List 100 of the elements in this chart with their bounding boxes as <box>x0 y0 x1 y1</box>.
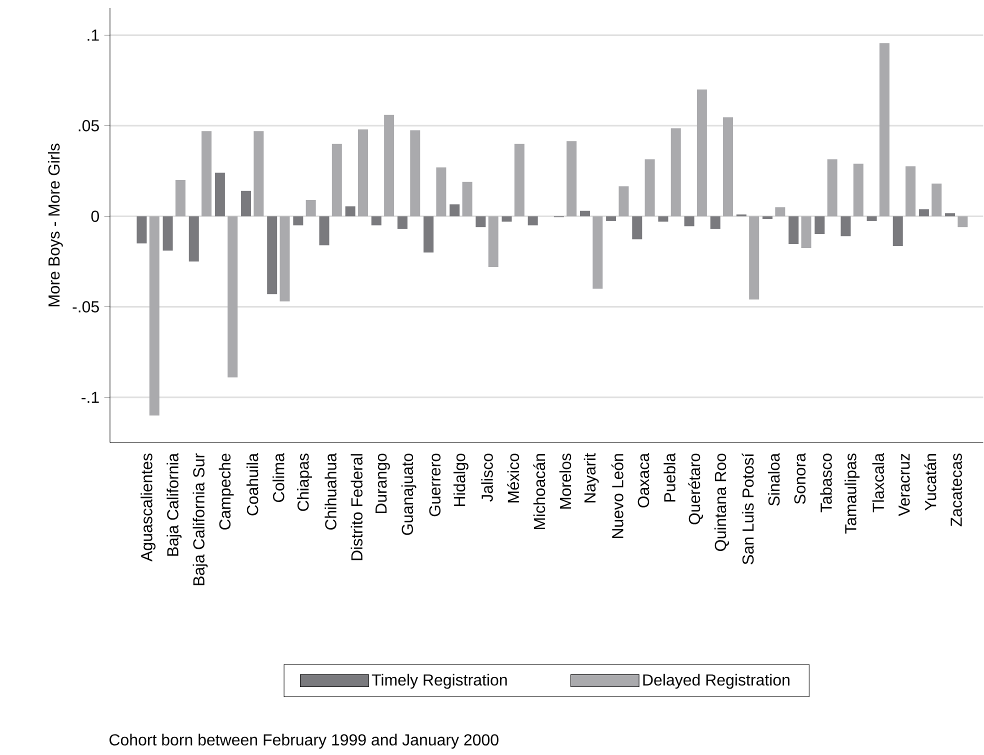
bar <box>488 216 498 268</box>
x-tick-label: Michoacán <box>533 454 546 530</box>
bar <box>136 216 147 244</box>
x-tick-label: Tlaxcala <box>872 453 884 512</box>
bar <box>228 216 238 378</box>
bar <box>606 216 616 222</box>
bar <box>827 159 838 216</box>
bar <box>502 216 512 222</box>
bar <box>384 115 394 216</box>
x-tick-label: Baja California Sur <box>192 454 208 586</box>
bar <box>945 213 956 216</box>
x-tick-label: Zacatecas <box>950 454 962 527</box>
bar <box>580 211 590 216</box>
y-tick-label: .1 <box>88 30 99 41</box>
bar <box>762 216 773 220</box>
x-tick-label: Sonora <box>794 453 806 504</box>
x-tick-label: Morelos <box>559 454 572 509</box>
bar <box>958 216 968 228</box>
bar <box>592 216 603 289</box>
y-tick-label: -.1 <box>82 392 99 404</box>
bar <box>293 216 304 226</box>
x-tick-label: Tamaulipas <box>844 454 860 534</box>
bar <box>566 141 577 216</box>
x-tick-label: Oaxaca <box>638 453 650 508</box>
bar <box>358 130 368 216</box>
bar <box>801 216 812 248</box>
bar <box>618 186 629 216</box>
bar <box>280 216 290 302</box>
bar <box>202 131 212 216</box>
x-tick-label: San Luis Potosí <box>742 453 754 565</box>
text: Cohort born between February 1999 and January 2000 <box>110 734 498 749</box>
y-tick-label: 0 <box>91 210 99 222</box>
x-tick-label: Colima <box>272 453 284 502</box>
bar <box>214 173 225 216</box>
bar <box>710 216 720 230</box>
legend-label: Delayed Registration <box>643 674 790 689</box>
x-tick-label: Guanajuato <box>401 454 416 536</box>
bar <box>788 216 799 244</box>
x-tick-label: Tabasco <box>820 454 832 512</box>
y-axis-title: More Boys - More Girls <box>48 144 63 306</box>
bar <box>162 216 173 251</box>
bar <box>371 216 382 226</box>
bar <box>723 117 734 216</box>
bar <box>932 184 942 216</box>
legend-label: Timely Registration <box>372 674 507 689</box>
bar <box>462 182 472 216</box>
x-tick-label: Nayarit <box>584 453 599 503</box>
y-tick-label: .05 <box>78 120 99 132</box>
x-tick-label: Yucatán <box>924 454 936 511</box>
bar <box>188 216 199 262</box>
bar <box>658 216 668 222</box>
bar <box>149 216 160 416</box>
bar <box>775 207 786 216</box>
x-tick-label: Coahuila <box>246 453 258 516</box>
x-tick-label: Chiapas <box>297 454 312 512</box>
bar <box>866 216 877 222</box>
bar <box>632 216 642 240</box>
bar <box>892 216 903 246</box>
x-tick-label: Hidalgo <box>454 454 468 506</box>
x-tick-label: Campeche <box>218 454 234 530</box>
x-tick-label: México <box>507 454 520 503</box>
bar <box>424 216 434 253</box>
bar <box>306 200 316 216</box>
bar <box>436 168 446 216</box>
bar <box>684 216 694 226</box>
bar <box>644 159 655 216</box>
bar <box>906 166 916 216</box>
bar <box>879 43 890 216</box>
x-tick-label: Guerrero <box>429 454 441 516</box>
bar <box>514 144 524 216</box>
x-tick-label: Jalisco <box>481 454 493 502</box>
bar <box>175 180 186 216</box>
bar <box>918 209 929 216</box>
x-tick-label: Nuevo León <box>611 454 624 538</box>
x-tick-label: Chihuahua <box>324 453 336 530</box>
x-tick-label: Durango <box>376 454 390 514</box>
bar <box>696 90 707 216</box>
bar <box>332 144 342 216</box>
bar <box>267 216 278 294</box>
x-tick-label: Veracruz <box>898 454 910 516</box>
x-tick-label: Quintana Roo <box>714 454 730 552</box>
bar <box>476 216 486 228</box>
bar <box>814 216 825 234</box>
bar <box>410 130 420 216</box>
bar <box>853 164 864 216</box>
x-tick-label: Puebla <box>664 453 676 502</box>
bar <box>840 216 851 236</box>
x-tick-label: Querétaro <box>688 454 704 525</box>
x-tick-label: Baja California <box>166 453 182 556</box>
y-tick-label: -.05 <box>72 301 99 313</box>
x-tick-label: Distrito Federal <box>350 454 363 560</box>
bar <box>254 131 264 216</box>
bar <box>450 204 460 216</box>
bar <box>345 206 356 216</box>
bar <box>528 216 538 226</box>
bar <box>749 216 760 300</box>
bar <box>397 216 408 230</box>
bar <box>670 128 681 216</box>
bar <box>319 216 330 246</box>
x-tick-label: Sinaloa <box>768 453 780 506</box>
